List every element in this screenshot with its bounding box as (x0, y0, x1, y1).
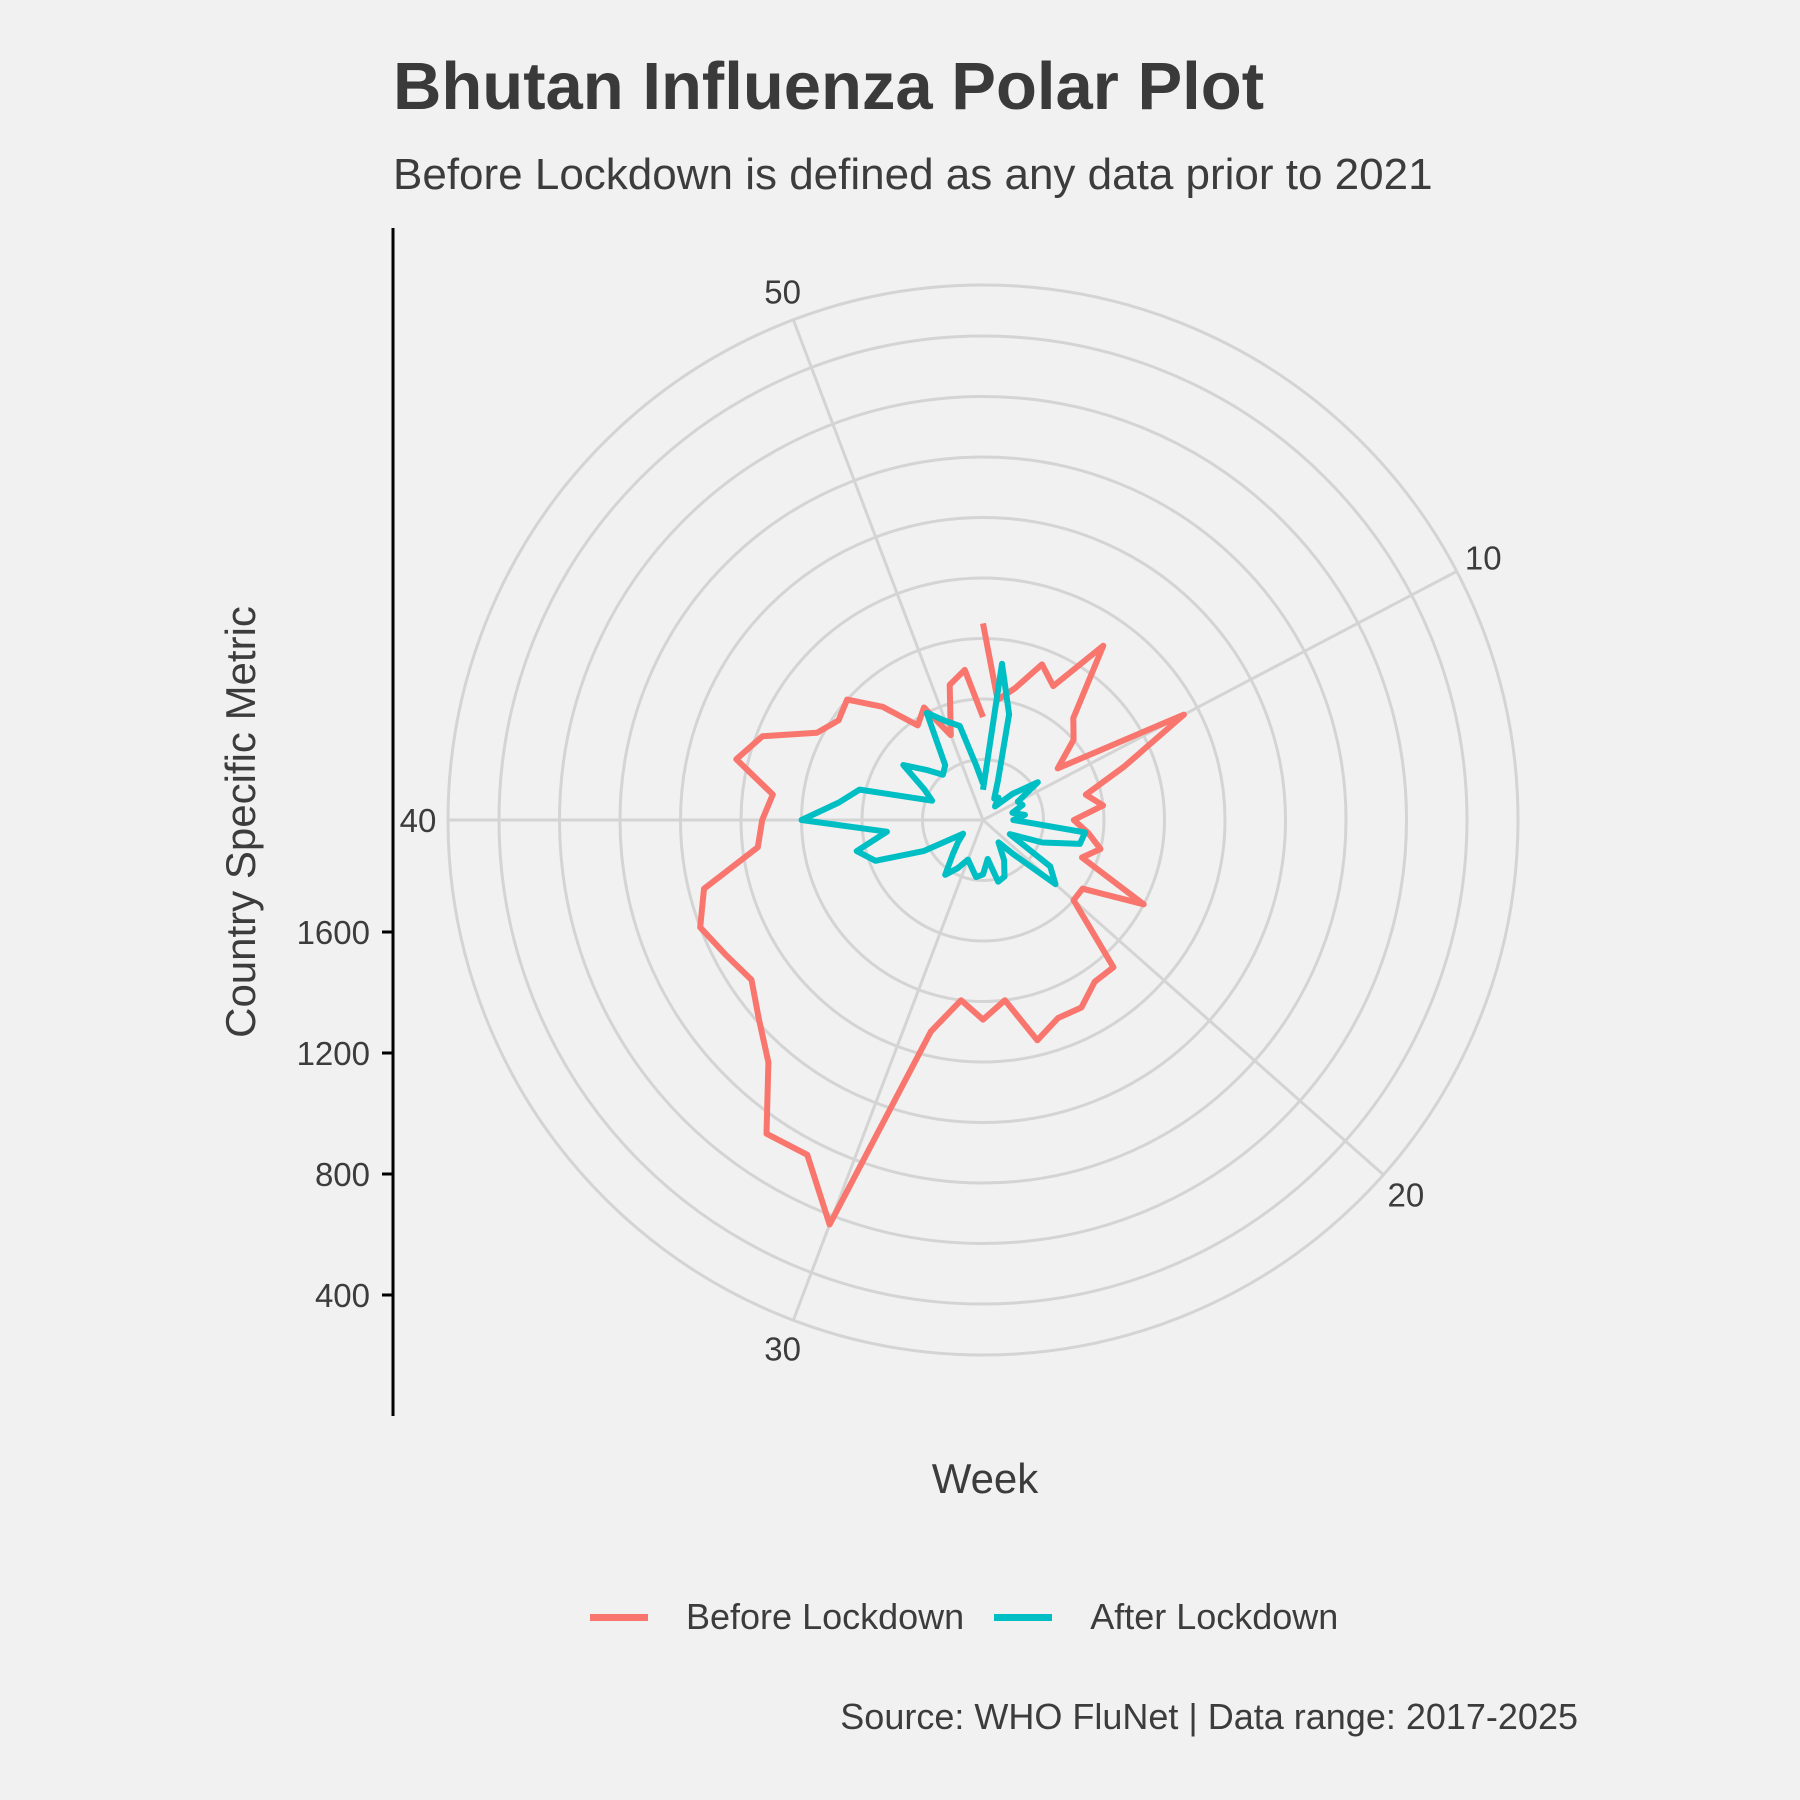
week-tick-label: 10 (1465, 539, 1502, 576)
y-tick-label: 1200 (297, 1035, 370, 1072)
grid-spoke (982, 570, 1458, 822)
y-tick-labels: 400 800 1200 1600 (297, 914, 393, 1314)
y-tick-label: 1600 (297, 914, 370, 951)
chart-subtitle: Before Lockdown is defined as any data p… (393, 150, 1433, 199)
series-line-after-lockdown (798, 660, 1089, 888)
legend-key-after (994, 1613, 1053, 1621)
week-tick-labels: 10 20 30 40 50 (400, 274, 1502, 1368)
series-lines (697, 622, 1187, 1228)
week-tick-label: 30 (764, 1330, 801, 1367)
source-caption: Source: WHO FluNet | Data range: 2017-20… (840, 1696, 1578, 1737)
y-tick-label: 800 (315, 1156, 370, 1193)
legend-item-after: After Lockdown (994, 1596, 1338, 1638)
y-axis-title: Country Specific Metric (217, 606, 264, 1038)
legend-label-before: Before Lockdown (686, 1596, 965, 1637)
x-axis-title: Week (932, 1455, 1040, 1502)
series-line-before-lockdown (697, 622, 1187, 1228)
chart-title: Bhutan Influenza Polar Plot (393, 49, 1265, 124)
legend-item-before: Before Lockdown (590, 1596, 964, 1638)
legend-key-before (590, 1613, 648, 1621)
week-tick-label: 40 (400, 802, 437, 839)
legend: Before Lockdown After Lockdown (590, 1596, 1368, 1638)
legend-label-after: After Lockdown (1090, 1596, 1339, 1637)
week-tick-label: 20 (1388, 1177, 1425, 1214)
grid-spoke (791, 819, 985, 1321)
y-tick-label: 400 (315, 1277, 370, 1314)
week-tick-label: 50 (764, 274, 801, 311)
polar-grid (446, 283, 1520, 1357)
